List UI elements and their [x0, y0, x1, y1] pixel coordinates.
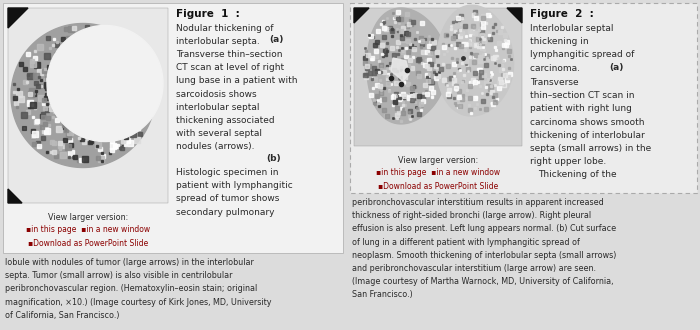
Text: (a): (a): [609, 63, 624, 72]
Text: Nodular thickening of
interlobular septa.: Nodular thickening of interlobular septa…: [176, 24, 274, 46]
Polygon shape: [8, 189, 22, 203]
Polygon shape: [436, 5, 514, 116]
Text: Interlobular septal
thickening in
lymphangitic spread of
carcinoma.: Interlobular septal thickening in lympha…: [530, 24, 634, 73]
Polygon shape: [391, 58, 409, 81]
Polygon shape: [367, 8, 447, 124]
Text: Histologic specimen in
patient with lymphangitic
spread of tumor shows
secondary: Histologic specimen in patient with lymp…: [176, 168, 293, 216]
Polygon shape: [8, 8, 28, 28]
Bar: [354, 8, 522, 146]
FancyBboxPatch shape: [350, 3, 697, 193]
Text: (a): (a): [269, 35, 284, 44]
Text: Figure  2  :: Figure 2 :: [530, 9, 594, 19]
Bar: [8, 8, 168, 203]
Polygon shape: [507, 8, 522, 23]
Text: Transverse thin–section
CT scan at level of right
lung base in a patient with
sa: Transverse thin–section CT scan at level…: [176, 50, 298, 151]
Text: lobule with nodules of tumor (large arrows) in the interlobular
septa. Tumor (sm: lobule with nodules of tumor (large arro…: [5, 258, 272, 320]
Text: Thickening of the: Thickening of the: [538, 170, 617, 179]
Polygon shape: [354, 8, 369, 23]
FancyBboxPatch shape: [3, 3, 343, 253]
Text: (b): (b): [266, 154, 281, 163]
Text: View larger version:: View larger version:: [398, 156, 478, 165]
Polygon shape: [47, 25, 163, 142]
Text: View larger version:: View larger version:: [48, 213, 128, 222]
Text: Transverse
thin–section CT scan in
patient with right lung
carcinoma shows smoot: Transverse thin–section CT scan in patie…: [530, 78, 651, 166]
Text: peribronchovascular interstitium results in apparent increased
thickness of righ: peribronchovascular interstitium results…: [352, 198, 617, 299]
Text: ▪in this page  ▪in a new window
▪Download as PowerPoint Slide: ▪in this page ▪in a new window ▪Download…: [26, 225, 150, 248]
Text: Figure  1  :: Figure 1 :: [176, 9, 239, 19]
Polygon shape: [11, 23, 155, 168]
Text: ▪in this page  ▪in a new window
▪Download as PowerPoint Slide: ▪in this page ▪in a new window ▪Download…: [376, 168, 500, 191]
